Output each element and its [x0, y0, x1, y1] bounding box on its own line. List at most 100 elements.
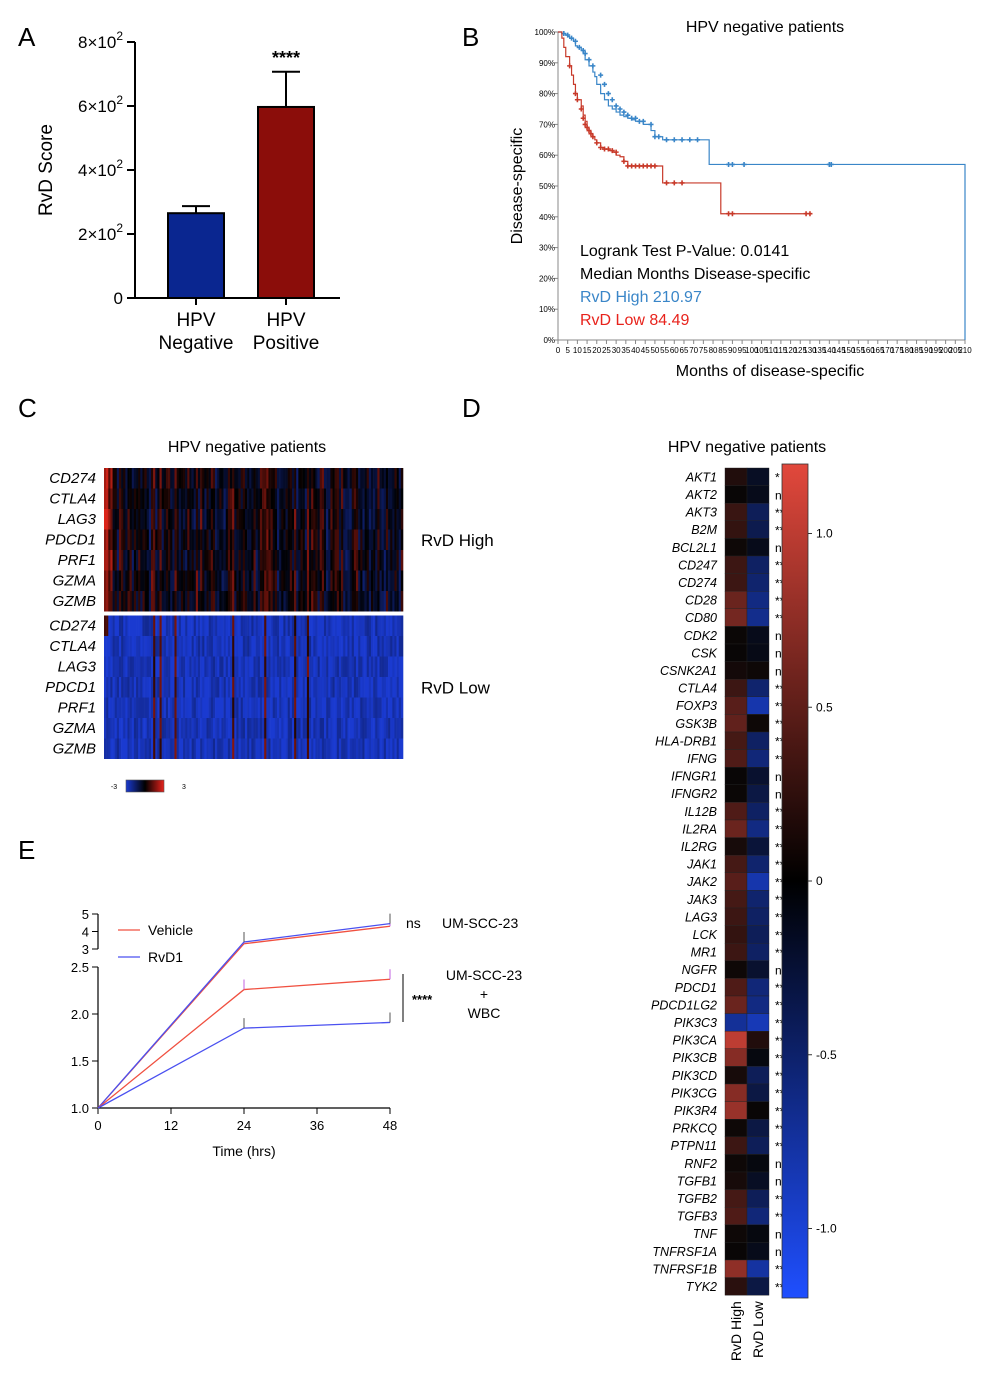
heatmap-cell: [347, 509, 350, 530]
heatmap-cell: [304, 529, 308, 550]
heatmap-cell: [129, 697, 133, 718]
heatmap-cell: [242, 615, 246, 636]
heatmap-cell: [294, 468, 297, 489]
heatmap-cell: [276, 550, 280, 571]
heatmap-cell: [206, 615, 209, 636]
heatmap-cell: [242, 509, 246, 530]
y-tick-label: 3: [82, 942, 89, 957]
heatmap-cell: [330, 509, 333, 530]
heatmap-cell: [178, 656, 182, 677]
heatmap-cell: [142, 615, 145, 636]
heatmap-cell: [249, 636, 252, 657]
heatmap-cell: [746, 1277, 770, 1296]
heatmap-cell: [366, 468, 370, 489]
heatmap-cell: [304, 738, 308, 759]
heatmap-cell: [375, 677, 378, 698]
heatmap-cell: [210, 656, 214, 677]
heatmap-cell: [724, 714, 748, 733]
y-tick-label: 1.0: [71, 1101, 89, 1116]
heatmap-cell: [319, 468, 323, 489]
heatmap-cell: [227, 738, 231, 759]
heatmap-cell: [136, 488, 139, 509]
heatmap-cell: [106, 738, 109, 759]
heatmap-cell: [385, 718, 389, 739]
heatmap-cell: [338, 738, 342, 759]
heatmap-cell: [266, 636, 269, 657]
heatmap-cell: [195, 656, 199, 677]
heatmap-cell: [343, 509, 346, 530]
heatmap-cell: [388, 697, 391, 718]
heatmap-cell: [400, 697, 404, 718]
heatmap-cell: [392, 636, 395, 657]
heatmap-cell: [296, 738, 299, 759]
heatmap-cell: [191, 488, 194, 509]
heatmap-cell: [249, 718, 252, 739]
heatmap-cell: [240, 550, 244, 571]
heatmap-cell: [351, 697, 355, 718]
heatmap-cell: [270, 656, 274, 677]
heatmap-cell: [172, 656, 175, 677]
heatmap-cell: [215, 677, 218, 698]
heatmap-cell: [338, 570, 342, 591]
heatmap-cell: [313, 529, 316, 550]
heatmap-cell: [106, 468, 109, 489]
heatmap-cell: [157, 468, 160, 489]
heatmap-cell: [191, 570, 194, 591]
heatmap-cell: [264, 656, 267, 677]
heatmap-cell: [223, 488, 227, 509]
heatmap-cell: [138, 677, 141, 698]
heatmap-cell: [118, 591, 122, 612]
heatmap-cell: [364, 468, 367, 489]
heatmap-cell: [215, 656, 218, 677]
heatmap-cell: [185, 468, 188, 489]
heatmap-cell: [127, 697, 130, 718]
heatmap-cell: [197, 656, 201, 677]
heatmap-cell: [140, 468, 143, 489]
heatmap-cell: [724, 784, 748, 803]
heatmap-cell: [321, 468, 325, 489]
gene-label: PIK3R4: [674, 1104, 717, 1118]
heatmap-cell: [326, 677, 329, 698]
heatmap-cell: [272, 615, 276, 636]
heatmap-cell: [180, 529, 184, 550]
heatmap-cell: [234, 738, 237, 759]
heatmap-cell: [370, 615, 374, 636]
heatmap-cell: [144, 591, 148, 612]
heatmap-cell: [392, 570, 395, 591]
heatmap-cell: [330, 529, 333, 550]
heatmap-cell: [142, 509, 145, 530]
gene-label: CD247: [678, 558, 718, 572]
heatmap-cell: [174, 697, 177, 718]
heatmap-cell: [174, 591, 177, 612]
heatmap-cell: [206, 718, 209, 739]
heatmap-cell: [724, 679, 748, 698]
heatmap-cell: [364, 636, 367, 657]
heatmap-cell: [174, 468, 177, 489]
heatmap-cell: [272, 677, 276, 698]
heatmap-cell: [159, 656, 162, 677]
heatmap-cell: [364, 738, 367, 759]
censor-mark: [640, 118, 646, 124]
heatmap-cell: [724, 626, 748, 645]
heatmap-cell: [138, 488, 141, 509]
heatmap-cell: [155, 591, 158, 612]
heatmap-cell: [225, 636, 229, 657]
heatmap-cell: [306, 636, 310, 657]
gene-label: PDCD1LG2: [651, 998, 717, 1012]
heatmap-cell: [227, 636, 231, 657]
heatmap-cell: [112, 591, 115, 612]
heatmap-cell: [223, 718, 227, 739]
heatmap-cell: [396, 468, 400, 489]
heatmap-cell: [195, 718, 199, 739]
heatmap-cell: [298, 738, 301, 759]
heatmap-cell: [180, 718, 184, 739]
heatmap-cell: [332, 656, 335, 677]
heatmap-cell: [142, 636, 145, 657]
heatmap-cell: [724, 555, 748, 574]
heatmap-cell: [321, 488, 325, 509]
heatmap-cell: [230, 697, 233, 718]
heatmap-cell: [338, 488, 342, 509]
heatmap-cell: [159, 529, 162, 550]
heatmap-cell: [298, 529, 301, 550]
ns-label: ns: [406, 915, 421, 931]
